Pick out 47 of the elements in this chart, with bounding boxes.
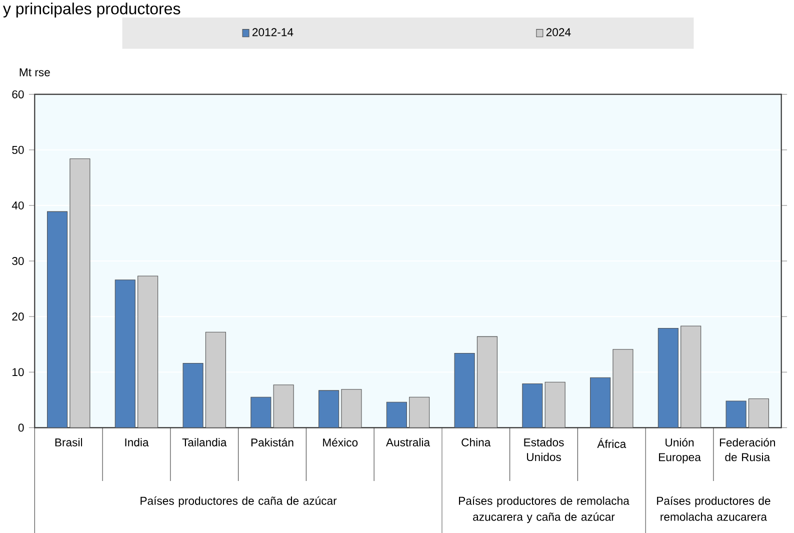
legend-label: 2012-14 (252, 28, 294, 36)
bar (544, 382, 566, 428)
x-tick-label: Estados Unidos (524, 438, 564, 462)
bar (454, 352, 475, 428)
y-axis-title: Mt rse (20, 68, 50, 76)
bar (658, 328, 678, 428)
text: Países productores de caña de azúcar (140, 496, 337, 508)
legend-label: 2024 (546, 28, 571, 36)
y-tick-label: 10 (12, 368, 24, 376)
bar (273, 384, 294, 428)
bar (138, 276, 158, 428)
text: Países productores de remolacha azucarera (657, 496, 770, 521)
x-tick-label: Brasil (55, 438, 82, 446)
bar (748, 398, 769, 428)
bar (590, 377, 611, 428)
x-tick-label: China (462, 438, 491, 446)
text: Países productores de remolacha azucarera y caña de azúcar (459, 496, 630, 524)
y-tick-label: 0 (18, 424, 24, 432)
bar (47, 211, 68, 428)
bar (205, 332, 226, 428)
chart-title: y principales productores (2, 2, 180, 18)
bar (612, 349, 634, 428)
x-tick-label: Unión Europea (659, 438, 701, 464)
x-tick-label: Pakistán (251, 438, 294, 447)
bar (386, 402, 407, 428)
bar (341, 389, 362, 428)
x-tick-label: Australia (386, 438, 430, 446)
bar (114, 280, 136, 428)
y-tick-label: 20 (12, 312, 24, 321)
y-tick-label: 40 (12, 201, 24, 210)
x-tick-label: Federación de Rusia (720, 438, 775, 462)
x-tick-label: India (125, 438, 149, 446)
x-tick-label: México (323, 438, 358, 447)
bar (70, 158, 90, 428)
bar (726, 400, 746, 428)
bar (409, 396, 430, 428)
y-tick-label: 50 (12, 146, 24, 154)
bar (182, 362, 204, 428)
bar (680, 326, 702, 428)
x-tick-label: Tailandia (182, 438, 227, 446)
x-tick-label: África (597, 438, 626, 448)
bar (318, 390, 340, 428)
bar (476, 336, 498, 428)
y-tick-label: 30 (12, 257, 24, 266)
bar (250, 396, 272, 428)
y-tick-label: 60 (12, 90, 24, 98)
bar (522, 384, 543, 428)
